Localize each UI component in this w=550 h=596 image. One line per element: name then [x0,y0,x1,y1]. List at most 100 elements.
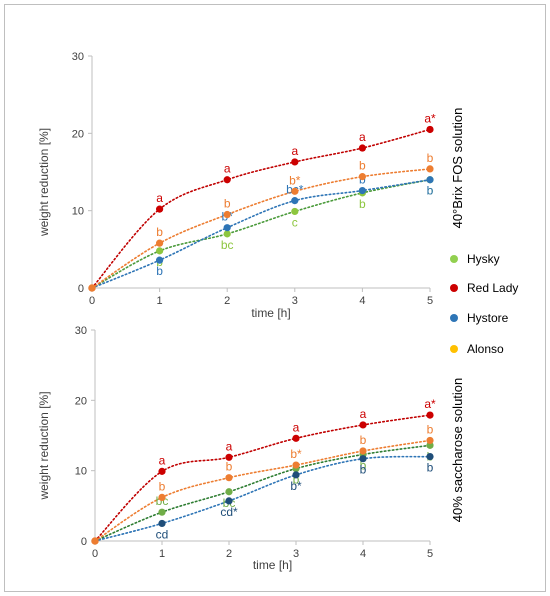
significance-label-red-lady: a [156,191,163,205]
trendline-alonso [91,168,431,289]
x-tick-label: 4 [359,295,365,307]
y-tick-label: 0 [78,283,84,295]
point-hystore [359,455,367,463]
point-alonso [225,474,233,482]
point-red-lady [358,144,366,152]
point-hystore [292,471,300,479]
significance-label-red-lady: a [359,130,366,144]
legend-label: Hysky [467,252,500,266]
significance-label-red-lady: a [224,162,231,176]
point-hysky [156,247,164,255]
significance-label-red-lady: a [293,420,300,434]
y-axis-title: weight reduction [%] [37,391,51,500]
significance-label-red-lady: a [226,439,233,453]
x-tick-label: 2 [224,295,230,307]
point-red-lady [156,205,164,213]
panel-title: 40°Brix FOS solution [450,108,465,229]
point-hystore [158,519,166,528]
significance-label-alonso: b [360,433,367,447]
point-red-lady [291,158,299,166]
point-red-lady [158,467,166,475]
significance-label-alonso: b [359,159,366,173]
point-hystore [291,197,299,205]
x-tick-label: 5 [427,295,433,307]
significance-label-alonso: b [427,422,434,436]
y-tick-label: 10 [75,466,87,478]
significance-label-hystore: b [360,463,367,477]
point-hysky [426,441,434,449]
point-red-lady [292,434,300,442]
point-alonso [426,165,434,173]
significance-label-hysky: b [360,458,367,472]
x-axis-title: time [h] [253,558,292,572]
point-alonso [358,173,366,181]
x-tick-label: 1 [157,295,163,307]
trendline-red-lady [94,414,431,542]
point-alonso [426,436,434,445]
point-hysky [225,488,233,496]
significance-label-alonso: b* [290,447,302,461]
point-alonso [359,447,367,455]
significance-label-hystore: cd [156,527,169,541]
point-alonso [91,537,99,545]
point-alonso [291,187,299,195]
trendline-hysky [94,444,431,542]
significance-label-red-lady: a [360,407,367,421]
significance-label-hystore: b [156,264,163,278]
x-axis-title: time [h] [251,306,290,320]
significance-label-alonso: b [226,460,233,474]
point-hystore [426,453,434,461]
point-red-lady [225,453,233,461]
x-tick-label: 3 [293,548,299,560]
significance-label-red-lady: a* [424,397,436,411]
figure-frame: 0 1 2 3 4 5 0 10 20 30 time [h] weight reduction [%… [4,4,546,592]
point-hystore [426,176,434,184]
point-hysky [291,207,299,216]
point-hystore [156,256,164,264]
y-tick-label: 10 [72,206,84,218]
point-alonso [223,210,231,219]
legend-marker-red-lady [450,284,458,292]
trendline-hystore [94,455,431,542]
x-tick-label: 5 [427,548,433,560]
y-tick-label: 30 [72,51,84,63]
point-hysky [223,230,231,238]
significance-label-hystore: b [427,184,434,198]
panel-title: 40% saccharose solution [450,378,465,523]
y-tick-label: 20 [72,128,84,140]
point-alonso [88,284,96,292]
y-tick-label: 0 [81,536,87,548]
y-tick-label: 20 [75,395,87,407]
significance-label-red-lady: a* [424,111,436,125]
legend-marker-alonso [450,345,458,353]
x-tick-label: 0 [89,295,95,307]
significance-label-hysky: b [293,473,300,487]
point-hystore [225,497,233,505]
significance-label-alonso: b [427,151,434,165]
significance-label-alonso: b [224,197,231,211]
legend-label: Hystore [467,311,509,325]
significance-label-alonso: b [156,225,163,239]
legend-label: Red Lady [467,281,518,295]
significance-label-red-lady: a [159,453,166,467]
point-red-lady [359,421,367,429]
point-red-lady [426,411,434,419]
significance-label-hysky: bc [221,238,234,252]
trendline-hysky [91,178,431,289]
significance-label-hystore: b* [290,479,302,493]
point-alonso [158,493,166,501]
legend-label: Alonso [467,342,504,356]
significance-label-hysky: b [427,184,434,198]
x-tick-label: 4 [360,548,366,560]
x-tick-label: 2 [226,548,232,560]
trendline-red-lady [91,128,431,289]
significance-label-hysky: b [359,197,366,211]
significance-label-hysky: c [292,215,298,229]
point-red-lady [426,125,434,134]
point-alonso [292,461,300,469]
significance-label-hystore: b [427,461,434,475]
x-tick-label: 1 [159,548,165,560]
point-alonso [156,239,164,247]
trendline-alonso [94,439,431,542]
